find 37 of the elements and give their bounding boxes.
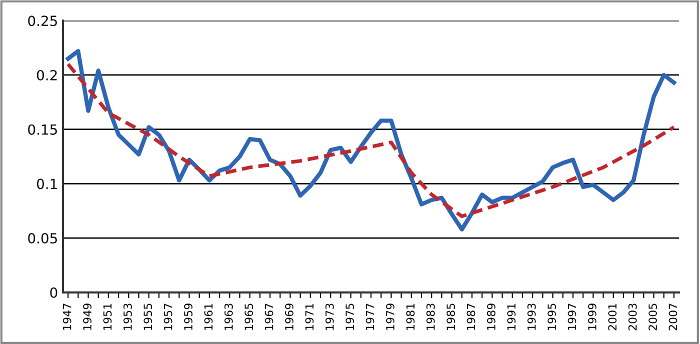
y-tick-label: 0.2 [36,70,57,80]
x-tick-label: 1959 [184,304,192,330]
x-tick-label: 1957 [164,304,172,330]
x-tick-label: 1973 [325,304,334,330]
x-tick-label: 1963 [224,304,233,330]
x-tick-label: 1979 [386,304,394,330]
x-tick-label: 1983 [426,304,435,330]
x-tick-label: 2005 [648,304,657,330]
y-tick-label: 0 [50,287,58,298]
y-tick-label: 0.15 [28,124,57,135]
x-tick-label: 1987 [466,304,476,330]
x-tick-label: 1999 [588,304,596,330]
x-tick-label: 1975 [346,304,354,330]
x-tick-label: 1969 [285,304,294,330]
x-tick-label: 1981 [406,304,415,330]
x-tick-label: 1985 [446,304,456,330]
x-tick-label: 2003 [628,304,637,330]
x-tick-label: 2007 [668,304,678,330]
x-tick-label: 2001 [608,304,617,330]
x-tick-label: 1991 [507,304,516,330]
y-tick-label: 0.1 [36,178,57,190]
x-tick-label: 1965 [244,304,254,330]
x-tick-label: 1955 [144,304,152,330]
x-tick-label: 1961 [204,304,213,330]
x-tick-label: 1967 [264,304,274,330]
x-tick-label: 1947 [62,304,72,330]
x-tick-label: 1997 [568,304,576,330]
y-tick-label: 0.25 [28,16,57,26]
x-tick-label: 1949 [83,304,92,330]
x-tick-label: 1993 [527,304,536,330]
x-tick-label: 1995 [548,304,556,330]
x-tick-label: 1971 [305,304,314,330]
x-tick-label: 1953 [123,304,132,330]
x-tick-label: 1989 [487,304,496,330]
x-tick-label: 1977 [366,304,374,330]
y-tick-label: 0.05 [28,233,57,244]
x-tick-label: 1951 [103,304,112,330]
